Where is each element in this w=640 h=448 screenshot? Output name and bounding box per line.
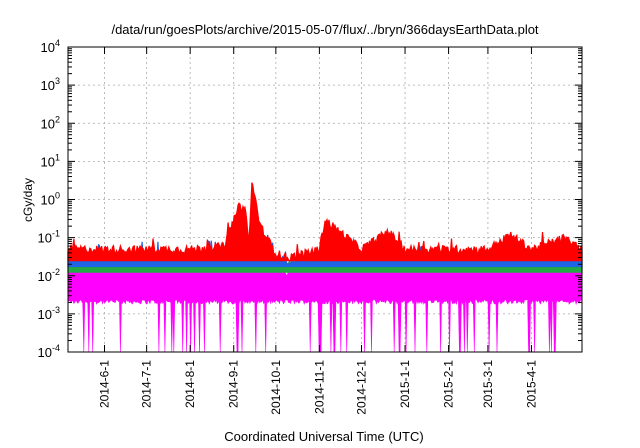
x-tick-label: 2014-6-1 bbox=[98, 360, 112, 408]
y-tick-label: 10-4 bbox=[38, 343, 60, 360]
y-tick-label: 10-3 bbox=[38, 305, 60, 322]
x-tick-label: 2015-2-1 bbox=[442, 360, 456, 408]
y-tick-label: 102 bbox=[41, 114, 60, 131]
y-tick-label: 10-1 bbox=[38, 229, 60, 246]
x-tick-label: 2014-12-1 bbox=[355, 360, 369, 415]
x-tick-label: 2014-9-1 bbox=[227, 360, 241, 408]
x-axis-label: Coordinated Universal Time (UTC) bbox=[224, 429, 423, 444]
x-tick-label: 2014-10-1 bbox=[269, 360, 283, 415]
y-tick-label: 103 bbox=[41, 76, 60, 93]
x-tick-label: 2015-3-1 bbox=[481, 360, 495, 408]
y-tick-label: 100 bbox=[41, 191, 60, 208]
y-tick-label: 104 bbox=[41, 38, 60, 55]
series-line-0 bbox=[67, 182, 583, 263]
x-tick-label: 2015-4-1 bbox=[524, 360, 538, 408]
x-tick-label: 2015-1-1 bbox=[398, 360, 412, 408]
x-tick-label: 2014-11-1 bbox=[312, 360, 326, 414]
grid bbox=[68, 47, 582, 352]
axes: 10-4 10-3 10-2 10-1 100 101 102 103 104 2014-6-1 2… bbox=[38, 38, 582, 415]
y-axis-label: cGy/day bbox=[21, 178, 35, 222]
y-tick-label: 101 bbox=[41, 152, 60, 169]
series-layer bbox=[67, 182, 583, 353]
chart-title: /data/run/goesPlots/archive/2015-05-07/f… bbox=[111, 22, 538, 37]
x-tick-label: 2014-7-1 bbox=[140, 360, 154, 408]
y-tick-label: 10-2 bbox=[38, 267, 60, 284]
x-tick-label: 2014-8-1 bbox=[183, 360, 197, 408]
